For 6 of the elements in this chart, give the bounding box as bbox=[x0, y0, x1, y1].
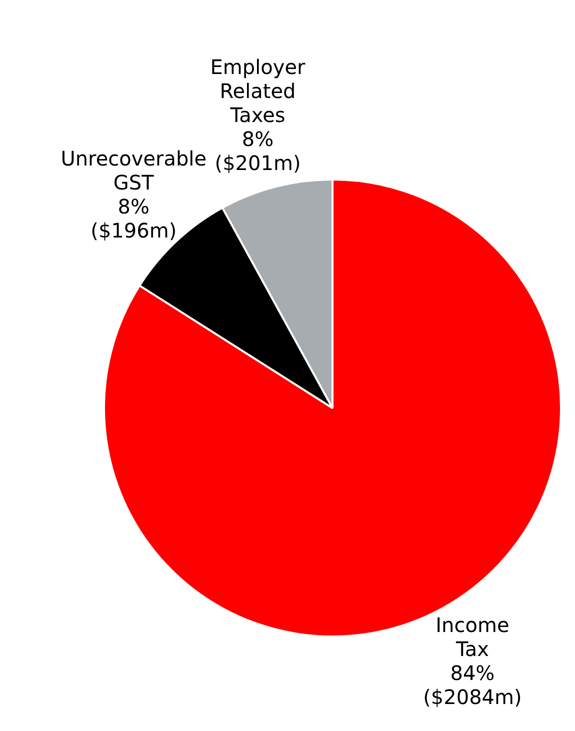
data-label: 84% ($2084m) bbox=[423, 660, 522, 709]
slice-label: Income Tax bbox=[436, 612, 510, 661]
slice-label: Employer Related Taxes bbox=[210, 55, 306, 128]
slice-label: Unrecoverable GST bbox=[60, 146, 207, 194]
data-label: 8% ($201m) bbox=[214, 127, 301, 176]
data-label: 8% ($196m) bbox=[90, 194, 177, 242]
